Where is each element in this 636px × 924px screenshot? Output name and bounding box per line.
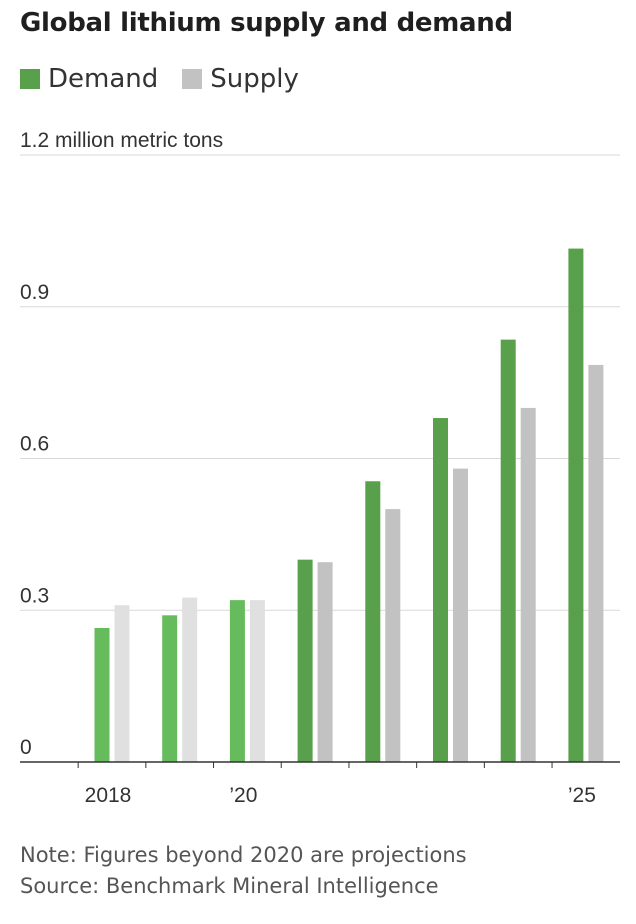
bar-supply-2019 bbox=[182, 597, 198, 762]
legend-label-supply: Supply bbox=[210, 64, 299, 94]
legend-label-demand: Demand bbox=[48, 64, 159, 94]
y-tick-label: 0.6 bbox=[20, 433, 49, 456]
bar-supply-2023 bbox=[453, 468, 468, 762]
bar-demand-2022 bbox=[365, 481, 381, 762]
bar-supply-2025 bbox=[588, 364, 604, 762]
chart-title: Global lithium supply and demand bbox=[20, 8, 513, 38]
bar-demand-2021 bbox=[297, 559, 313, 762]
bar-demand-2024 bbox=[500, 339, 516, 762]
x-tick-label: ’25 bbox=[568, 784, 596, 807]
footer-note: Note: Figures beyond 2020 are projection… bbox=[20, 843, 467, 867]
x-tick-label: ’20 bbox=[229, 784, 257, 807]
legend-swatch-demand bbox=[20, 69, 40, 89]
legend-item-demand: Demand bbox=[20, 64, 158, 94]
legend-item-supply: Supply bbox=[182, 64, 299, 94]
bar-supply-2022 bbox=[385, 509, 401, 762]
footer-source: Source: Benchmark Mineral Intelligence bbox=[20, 874, 439, 898]
bar-demand-2025 bbox=[568, 248, 584, 762]
legend: Demand Supply bbox=[20, 64, 323, 94]
bar-supply-2021 bbox=[317, 562, 333, 762]
bar-demand-2018 bbox=[94, 627, 110, 762]
bar-supply-2020 bbox=[249, 600, 265, 762]
legend-swatch-supply bbox=[182, 69, 203, 89]
chart-footer: Note: Figures beyond 2020 are projection… bbox=[20, 840, 467, 902]
bar-demand-2019 bbox=[162, 615, 178, 762]
y-tick-label: 0 bbox=[20, 736, 32, 759]
x-tick-label: 2018 bbox=[85, 784, 132, 807]
bar-supply-2024 bbox=[520, 407, 536, 762]
bar-demand-2023 bbox=[433, 418, 448, 762]
bar-chart: 0 0.3 0.6 0.9 1.2 million metric tons 2018 ’20… bbox=[20, 129, 620, 807]
bar-supply-2018 bbox=[114, 605, 130, 762]
bar-demand-2020 bbox=[229, 600, 245, 762]
y-tick-label: 0.3 bbox=[20, 584, 49, 607]
y-tick-label: 0.9 bbox=[20, 281, 49, 304]
y-tick-label: 1.2 million metric tons bbox=[20, 129, 223, 152]
